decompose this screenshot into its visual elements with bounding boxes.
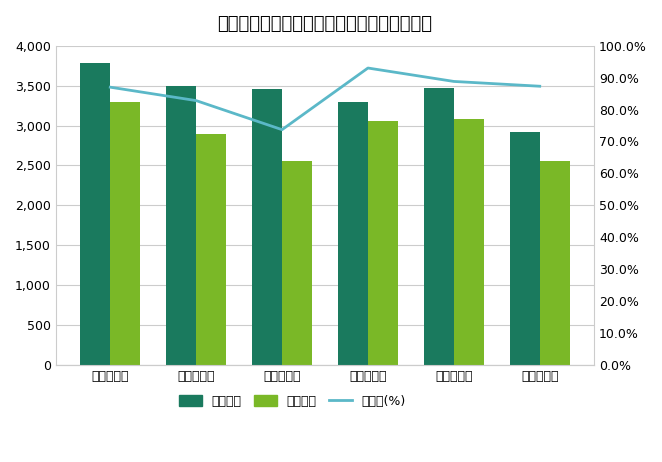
Bar bbox=[80, 63, 111, 365]
Bar bbox=[540, 161, 570, 365]
Bar bbox=[111, 103, 140, 365]
Bar bbox=[252, 89, 282, 365]
Title: はり師国家試験受験者数推移と合格率　新卒: はり師国家試験受験者数推移と合格率 新卒 bbox=[218, 15, 432, 33]
Bar bbox=[282, 161, 312, 365]
Bar bbox=[510, 132, 540, 365]
Bar bbox=[368, 121, 398, 365]
Bar bbox=[424, 88, 454, 365]
Bar bbox=[196, 134, 226, 365]
Legend: 受験者数, 合格者数, 合格率(%): 受験者数, 合格者数, 合格率(%) bbox=[174, 390, 411, 413]
Bar bbox=[166, 86, 196, 365]
Bar bbox=[338, 103, 368, 365]
Bar bbox=[454, 119, 484, 365]
